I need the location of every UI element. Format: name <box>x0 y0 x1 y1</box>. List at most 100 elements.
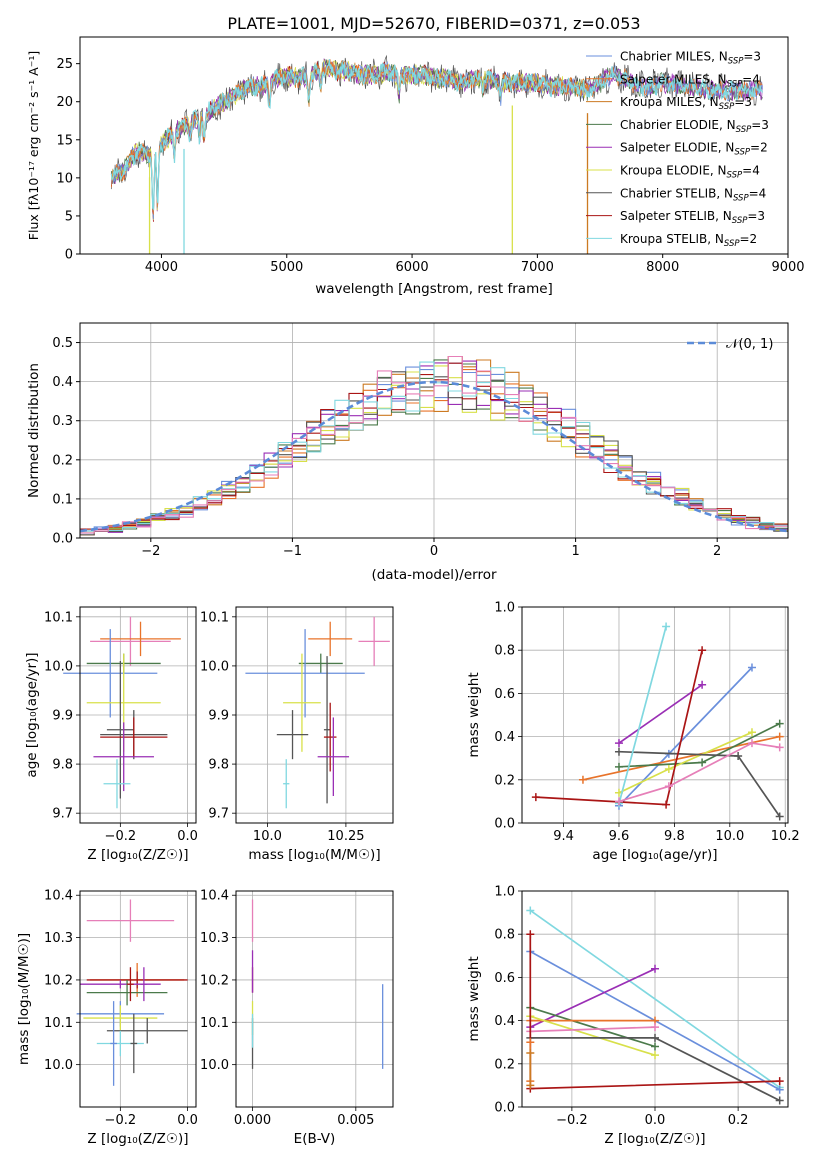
y-tick-label: 0.4 <box>494 730 515 745</box>
x-tick-label: −0.2 <box>105 1113 137 1128</box>
x-tick-label: 0.000 <box>234 1113 271 1128</box>
mass-weight-marker <box>526 906 535 915</box>
x-tick-label: 0.0 <box>177 1113 198 1128</box>
y-tick-label: 10.3 <box>200 931 229 946</box>
x-tick-label: 7000 <box>521 260 554 275</box>
y-tick-label: 25 <box>56 57 73 72</box>
mass-weight-marker <box>614 747 623 756</box>
plot-frame <box>79 322 789 539</box>
mass-weight-marker <box>747 663 756 672</box>
y-tick-label: 9.7 <box>52 807 73 822</box>
mass-weight-line <box>618 742 780 803</box>
y-tick-label: 9.7 <box>208 807 229 822</box>
y-axis-label: mass [log₁₀(M/M☉)] <box>16 933 32 1065</box>
x-tick-label: 2 <box>713 544 721 559</box>
plot-frame <box>235 606 394 824</box>
plot-frame <box>521 890 789 1108</box>
y-tick-label: 0 <box>65 248 73 263</box>
legend-label-text: Salpeter ELODIE, N <box>620 141 734 155</box>
mass-weight-marker <box>664 765 673 773</box>
y-tick-label: 10.1 <box>44 610 73 625</box>
mass-weight-line <box>618 722 781 768</box>
plot-frame <box>521 606 789 824</box>
legend-label: Kroupa ELODIE, NSSP=4 <box>620 164 760 181</box>
legend-label: Chabrier ELODIE, NSSP=3 <box>620 118 769 135</box>
x-axis-label: age [log₁₀(age/yr)] <box>592 847 717 863</box>
y-tick-label: 0.6 <box>494 971 515 986</box>
legend-label: Kroupa STELIB, NSSP=2 <box>620 232 757 249</box>
mass-weight-marker <box>775 1077 784 1086</box>
mass-weight-marker <box>775 1085 784 1094</box>
mass-weight-line <box>530 1015 656 1057</box>
x-tick-label: 10.0 <box>253 829 282 844</box>
mass-weight-marker <box>698 646 707 655</box>
mass-weight-marker <box>526 1038 535 1047</box>
mass-vs-metallicity-panel: −0.2 0.0 10.0 10.1 10.2 10.3 10.4 Z [log₁₀(Z/Z☉… <box>16 889 198 1147</box>
massweight-vs-age-panel: 9.4 9.6 9.8 10.0 10.2 0.0 0.2 0.4 0.6 0.8 1.0 age [… <box>466 601 800 864</box>
legend-label: Kroupa MILES, NSSP=3 <box>620 95 752 112</box>
mass-weight-line <box>530 1026 656 1033</box>
x-tick-label: 10.25 <box>327 829 364 844</box>
mass-weight-marker <box>747 739 756 748</box>
residual-histogram-panel: −2 −1 0 1 2 0.0 0.1 0.2 0.3 0.4 0.5 (data-model)/er… <box>26 322 789 583</box>
mass-weight-marker <box>614 797 623 806</box>
legend-label: Salpeter ELODIE, NSSP=2 <box>620 141 768 158</box>
mass-weight-marker <box>698 758 707 767</box>
legend-label: Salpeter STELIB, NSSP=3 <box>620 209 765 226</box>
x-axis-label: mass [log₁₀(M/M☉)] <box>248 847 380 863</box>
y-tick-label: 0.0 <box>494 817 515 832</box>
legend-label-count: =4 <box>749 186 767 200</box>
legend-label-count: =2 <box>750 141 768 155</box>
mass-weight-marker <box>526 930 535 939</box>
legend-label: Chabrier MILES, NSSP=3 <box>620 50 761 67</box>
age-vs-metallicity-panel: −0.2 0.0 9.7 9.8 9.9 10.0 10.1 Z [log₁₀(Z/Z☉)] a… <box>24 606 198 863</box>
y-tick-label: 10.4 <box>200 889 229 904</box>
legend-label-text: Chabrier MILES, N <box>620 50 728 64</box>
legend-label-count: =4 <box>742 164 760 178</box>
legend-label-subscript: SSP <box>728 57 744 67</box>
x-tick-label: 4000 <box>145 260 178 275</box>
y-tick-label: 0.2 <box>494 1057 515 1072</box>
y-tick-label: 10.0 <box>44 1058 73 1073</box>
y-tick-label: 10.2 <box>44 973 73 988</box>
mass-weight-marker <box>747 728 756 737</box>
x-axis-label: Z [log₁₀(Z/Z☉)] <box>604 1131 705 1147</box>
mass-weight-marker <box>651 1042 659 1051</box>
legend-label-count: =4 <box>742 72 760 86</box>
x-tick-label: 0.0 <box>177 829 198 844</box>
y-tick-label: 0.8 <box>494 644 515 659</box>
x-tick-label: 9.8 <box>664 829 685 844</box>
y-tick-label: 10.1 <box>200 610 229 625</box>
y-tick-label: 10.0 <box>200 659 229 674</box>
legend-label-subscript: SSP <box>724 239 740 249</box>
mass-weight-marker <box>531 793 540 802</box>
mass-weight-marker <box>664 782 673 791</box>
legend-label-count: =3 <box>743 50 761 64</box>
legend-label-text: Salpeter STELIB, N <box>620 209 732 223</box>
y-tick-label: 5 <box>65 209 73 224</box>
y-tick-label: 1.0 <box>494 601 515 616</box>
plot-frame <box>79 36 789 255</box>
y-axis-label: age [log₁₀(age/yr)] <box>24 652 40 777</box>
legend-label-count: =3 <box>734 95 752 109</box>
legend-label-count: =2 <box>740 232 758 246</box>
massweight-vs-metallicity-panel: −0.2 0.0 0.2 0.0 0.2 0.4 0.6 0.8 1.0 Z [log₁₀(Z/Z… <box>466 885 789 1147</box>
age-vs-mass-panel: 10.0 10.25 9.7 9.8 9.9 10.0 10.1 mass [log₁₀(M/… <box>200 606 394 863</box>
legend-label-count: =3 <box>751 118 769 132</box>
mass-weight-marker <box>651 1033 659 1042</box>
legend-label-text: Salpeter MILES, N <box>620 72 727 86</box>
x-tick-label: −0.2 <box>105 829 137 844</box>
mass-weight-line <box>618 626 667 804</box>
mass-weight-marker <box>614 762 623 771</box>
legend-label-subscript: SSP <box>736 125 752 135</box>
y-tick-label: 10.0 <box>44 659 73 674</box>
mass-weight-marker <box>651 1023 659 1032</box>
x-axis-label: Z [log₁₀(Z/Z☉)] <box>87 847 188 863</box>
x-axis-label: (data-model)/error <box>371 567 497 583</box>
mass-weight-marker <box>526 1081 535 1090</box>
x-tick-label: −2 <box>141 544 160 559</box>
x-tick-label: 9000 <box>771 260 804 275</box>
x-tick-label: 5000 <box>270 260 303 275</box>
y-tick-label: 10.0 <box>200 1058 229 1073</box>
x-tick-label: 0.005 <box>337 1113 374 1128</box>
